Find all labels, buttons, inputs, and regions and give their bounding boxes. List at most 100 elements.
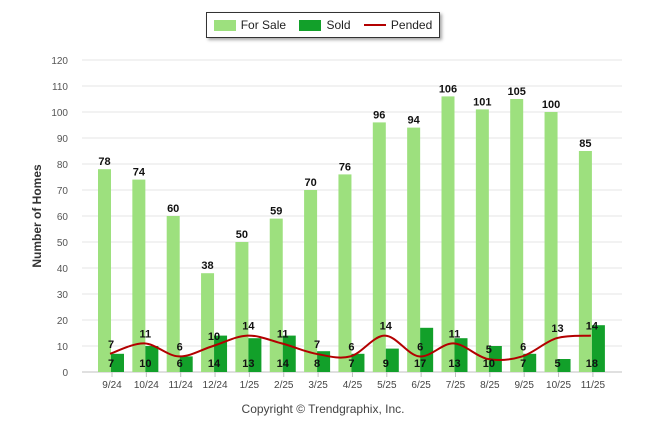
x-tick-label: 4/25 [343,380,363,391]
data-label-sold: 14 [277,358,290,370]
data-label-for-sale: 101 [473,96,491,108]
data-label-sold: 7 [520,358,526,370]
y-tick-label: 90 [57,134,69,145]
data-label-pended: 6 [348,341,354,353]
data-label-pended: 14 [586,321,599,333]
data-label-pended: 11 [449,328,461,340]
data-label-sold: 7 [348,358,354,370]
data-label-for-sale: 76 [339,161,351,173]
bar-sold [111,353,124,372]
data-label-pended: 7 [314,339,320,351]
y-tick-label: 0 [62,368,68,379]
data-label-for-sale: 38 [201,260,213,272]
bar-for-sale [510,99,524,372]
data-label-pended: 5 [486,344,492,356]
copyright-text: Copyright © Trendgraphix, Inc. [241,402,405,416]
data-label-for-sale: 70 [304,177,316,189]
x-tick-label: 7/25 [446,380,466,391]
bar-for-sale [372,122,386,373]
data-label-sold: 14 [208,358,221,370]
bar-sold [591,325,605,372]
x-tick-label: 3/25 [308,380,328,391]
legend: For Sale Sold Pended [206,12,440,38]
y-tick-label: 60 [57,212,69,223]
y-tick-label: 10 [57,342,69,353]
data-label-sold: 18 [586,358,598,370]
data-label-pended: 14 [242,321,255,333]
legend-swatch-for-sale [213,19,236,31]
bar-sold [179,356,193,372]
legend-item-for-sale[interactable]: For Sale [213,18,287,32]
data-label-sold: 6 [177,358,183,370]
bar-sold [523,353,537,372]
data-label-pended: 6 [417,341,423,353]
data-label-for-sale: 96 [373,109,385,121]
bar-for-sale [338,174,352,372]
data-label-pended: 11 [140,328,152,340]
legend-label-for-sale: For Sale [240,18,287,32]
x-tick-label: 10/25 [546,380,571,391]
x-tick-label: 9/24 [102,380,122,391]
bar-sold [420,327,434,372]
x-tick-label: 11/25 [581,380,606,391]
y-tick-label: 40 [57,264,69,275]
y-tick-label: 80 [57,160,69,171]
bar-sold [351,353,365,372]
y-tick-label: 110 [52,82,68,93]
legend-label-sold: Sold [326,18,351,32]
legend-item-pended[interactable]: Pended [363,18,433,32]
data-label-sold: 8 [314,358,320,370]
y-tick-label: 70 [57,186,69,197]
data-label-for-sale: 60 [167,203,179,215]
bar-sold [248,338,262,372]
data-label-pended: 6 [520,341,526,353]
legend-label-pended: Pended [390,18,433,32]
data-label-sold: 17 [414,358,426,370]
data-label-pended: 11 [277,328,289,340]
x-tick-label: 11/24 [169,380,194,391]
x-tick-label: 8/25 [480,380,500,391]
data-label-for-sale: 50 [236,229,248,241]
bar-for-sale [441,96,455,373]
x-tick-label: 2/25 [274,380,294,391]
data-label-for-sale: 106 [439,83,457,95]
x-tick-label: 12/24 [203,380,228,391]
data-label-sold: 13 [448,358,460,370]
data-label-sold: 13 [242,358,254,370]
bar-for-sale [407,127,421,372]
data-label-pended: 7 [108,339,114,351]
data-label-for-sale: 59 [270,206,282,218]
data-label-sold: 10 [483,358,495,370]
x-tick-label: 5/25 [377,380,397,391]
bar-sold [385,348,399,372]
bar-for-sale [304,190,318,372]
bar-for-sale [578,151,592,372]
series-line-pended [109,334,591,362]
bar-sold [145,346,159,372]
data-label-for-sale: 74 [133,167,146,179]
data-label-sold: 9 [383,358,389,370]
x-tick-label: 9/25 [514,380,534,391]
data-label-pended: 10 [208,331,220,343]
bar-for-sale [166,216,180,372]
legend-swatch-pended [363,24,386,26]
data-label-pended: 6 [177,341,183,353]
x-tick-label: 10/24 [134,380,159,391]
y-axis-label: Number of Homes [30,164,44,268]
bar-for-sale [544,112,558,372]
y-tick-label: 20 [57,316,69,327]
data-label-sold: 10 [139,358,151,370]
bar-for-sale [269,218,283,372]
data-label-for-sale: 85 [579,138,591,150]
data-label-for-sale: 105 [508,86,526,98]
bar-for-sale [98,169,111,372]
bar-for-sale [132,179,146,372]
bar-sold [557,359,571,372]
data-label-for-sale: 94 [408,115,421,127]
legend-item-sold[interactable]: Sold [299,18,351,32]
data-label-pended: 14 [380,321,393,333]
y-tick-label: 30 [57,290,69,301]
data-label-sold: 7 [108,358,114,370]
